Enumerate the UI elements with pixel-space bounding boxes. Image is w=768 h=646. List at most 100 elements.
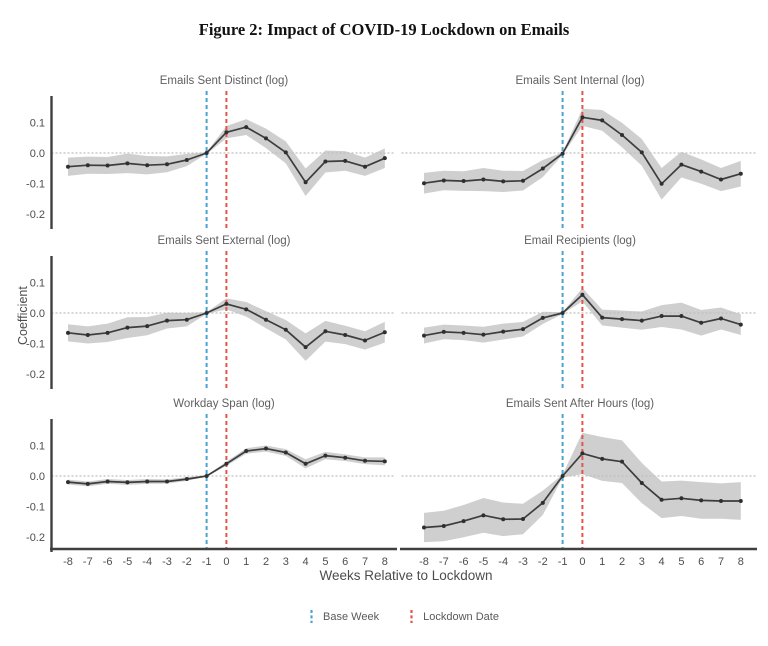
data-point [719,316,723,321]
x-tick-label: 2 [619,556,625,568]
data-point [639,150,644,155]
data-point [441,178,446,183]
x-tick-labels: -8 -7 -6 -5 -4 -3 -2 -1 0 1 2 3 4 5 6 7 8 [63,556,388,568]
x-tick-label: 2 [263,556,269,568]
panel-title: Emails Sent Distinct (log) [160,75,289,87]
data-point [184,158,189,163]
data-point [560,151,565,156]
data-point [283,327,288,332]
data-point [422,525,426,530]
legend-label-lockdown-date: Lockdown Date [423,610,499,623]
x-tick-label: -7 [439,556,449,568]
data-point [145,163,150,168]
x-tick-label: -8 [419,556,429,568]
y-tick-label: -0.1 [26,179,45,191]
data-point [224,130,229,135]
data-point [85,163,90,168]
confidence-band [68,119,385,197]
panel-emails-sent-external-log: 0.1 0.0 -0.1 -0.2 Emails Sent External (log) [26,235,397,391]
panel-emails-sent-after-hours-log: -8 -7 -6 -5 -4 -3 -2 -1 0 1 2 3 4 5 6 7 8 Emails Sent Aft… [400,398,757,568]
y-tick-label: 0.0 [30,471,45,483]
legend-item-base-week: Base Week [309,609,379,624]
data-point [224,301,229,306]
data-points [66,446,387,486]
x-tick-label: 6 [698,556,704,568]
data-point [699,169,704,174]
x-tick-label: 4 [303,556,309,568]
x-tick-label: -6 [459,556,469,568]
x-tick-label: -5 [479,556,489,568]
data-point [600,315,605,320]
panel-emails-sent-distinct-log: 0.1 0.0 -0.1 -0.2 Emails Sent Distinct (log) [26,75,397,231]
data-point [679,314,684,319]
panel-workday-span-log: 0.1 0.0 -0.1 -0.2 -8 -7 -6 -5 -4 -3 -2 -1 0 1 2 3 4 5 6 7 8 W… [26,398,397,568]
data-point [382,156,387,161]
legend-label-base-week: Base Week [323,610,380,623]
data-point [659,181,664,186]
x-tick-label: -1 [558,556,568,568]
legend: Base Week Lockdown Date [20,609,768,624]
data-point [363,458,367,463]
x-tick-label: -3 [162,556,172,568]
x-axis-label: Weeks Relative to Lockdown [319,568,493,583]
data-point [303,461,308,466]
data-point [422,333,426,338]
data-point [580,451,585,456]
x-tick-label: 6 [342,556,348,568]
data-point [264,136,268,141]
y-tick-label: -0.2 [26,532,45,544]
data-point [461,519,466,524]
x-tick-label: -6 [103,556,113,568]
panels-grid: 0.1 0.0 -0.1 -0.2 Emails Sent Distinct (log)… [26,75,757,568]
y-tick-labels: 0.1 0.0 -0.1 -0.2 [26,278,45,382]
data-point [521,178,525,183]
data-point [620,133,624,138]
data-points [66,125,387,185]
data-point [343,158,348,163]
data-point [244,307,249,312]
x-tick-label: -7 [83,556,93,568]
panel-title: Emails Sent Internal (log) [515,75,644,87]
confidence-band [424,108,741,200]
data-point [184,477,189,482]
data-point [679,496,684,501]
data-point [204,474,209,478]
y-tick-label: 0.1 [30,278,45,290]
data-point [165,162,169,167]
panel-title: Workday Span (log) [173,398,275,410]
legend-item-lockdown-date: Lockdown Date [409,609,499,624]
data-point [620,317,624,322]
data-point [145,324,150,329]
x-tick-labels: -8 -7 -6 -5 -4 -3 -2 -1 0 1 2 3 4 5 6 7 8 [419,556,744,568]
x-tick-label: 7 [718,556,724,568]
data-point [363,338,367,343]
data-point [540,315,545,320]
data-point [283,150,288,155]
data-point [481,177,486,182]
data-point [125,480,130,485]
x-tick-label: 8 [382,556,388,568]
data-point [85,481,90,486]
data-point [719,499,723,504]
data-point [738,499,743,504]
data-point [422,181,426,186]
panel-email-recipients-log: Email Recipients (log) [401,235,757,391]
data-point [521,327,525,332]
data-point [363,164,367,169]
y-tick-labels: 0.1 0.0 -0.1 -0.2 [26,441,45,545]
y-tick-label: 0.0 [30,308,45,320]
x-tick-label: -4 [498,556,508,568]
data-point [283,450,288,455]
data-point [600,118,605,123]
y-tick-label: -0.2 [26,369,45,381]
data-point [323,453,328,458]
y-tick-label: 0.0 [30,148,45,160]
x-tick-label: 4 [659,556,665,568]
data-point [639,318,644,323]
y-axis-label: Coefficient [16,286,30,345]
y-tick-labels: 0.1 0.0 -0.1 -0.2 [26,118,45,222]
x-tick-label: -2 [538,556,548,568]
lockdown-date-dashed-line-icon [410,610,413,623]
x-tick-label: -4 [142,556,152,568]
